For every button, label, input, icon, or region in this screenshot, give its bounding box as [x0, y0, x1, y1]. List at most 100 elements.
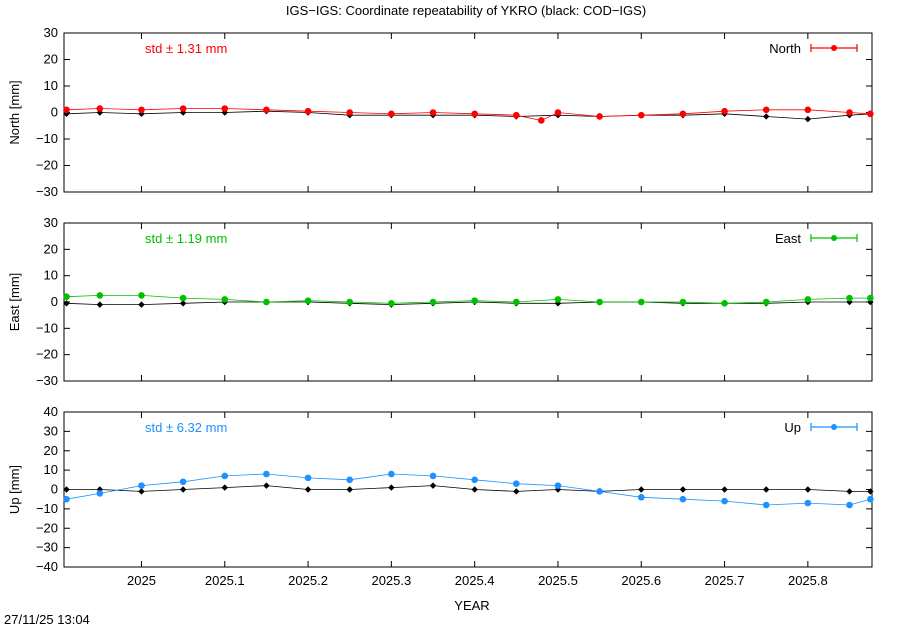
xtick-label: 2025.7 — [705, 573, 745, 588]
north-point — [63, 106, 70, 114]
north-legend-marker — [831, 45, 837, 51]
north-point — [867, 110, 874, 118]
east-point — [429, 298, 437, 306]
east-point — [554, 296, 562, 303]
up-ytick-label: −30 — [36, 540, 58, 555]
north-legend-label: North — [769, 41, 801, 56]
xtick-label: 2025.2 — [288, 573, 328, 588]
up-ytick-label: 0 — [51, 482, 58, 497]
north-point — [554, 109, 562, 116]
north-point — [762, 106, 770, 114]
east-ytick-label: −30 — [36, 373, 58, 388]
east-point — [221, 296, 229, 303]
north-point — [221, 105, 229, 112]
east-point — [804, 296, 812, 303]
up-ytick-label: 10 — [44, 462, 58, 477]
north-ytick-label: 0 — [51, 105, 58, 120]
north-ylabel: North [mm] — [7, 80, 22, 144]
north-point — [513, 111, 520, 119]
north-point-reference — [179, 109, 187, 116]
up-ytick-label: −40 — [36, 559, 58, 574]
up-ytick-label: 40 — [44, 404, 58, 419]
north-ytick-label: 30 — [44, 25, 58, 40]
up-point-reference — [346, 486, 353, 493]
east-point — [179, 294, 187, 302]
east-point — [596, 298, 603, 306]
up-ytick-label: 20 — [44, 443, 58, 458]
up-point-reference — [679, 486, 687, 493]
xtick-label: 2025.8 — [788, 573, 828, 588]
north-ytick-label: −10 — [36, 131, 58, 146]
up-point-reference — [867, 488, 874, 495]
north-ytick-label: −30 — [36, 184, 58, 199]
east-ytick-label: 0 — [51, 294, 58, 309]
north-point — [346, 109, 354, 116]
up-point-reference — [63, 486, 70, 493]
up-ytick-label: −10 — [36, 501, 58, 516]
north-ytick-label: 10 — [44, 78, 58, 93]
up-point — [221, 472, 229, 480]
up-point — [721, 497, 728, 505]
north-std-label: std ± 1.31 mm — [145, 41, 227, 56]
xtick-label: 2025 — [127, 573, 156, 588]
up-point — [346, 476, 354, 484]
north-point — [96, 105, 104, 112]
north-point — [304, 107, 312, 115]
up-point-reference — [138, 488, 145, 495]
east-point — [346, 298, 354, 306]
east-point-reference — [63, 300, 70, 307]
east-point — [263, 298, 270, 306]
east-legend-label: East — [775, 231, 801, 246]
east-ytick-label: 20 — [44, 241, 58, 256]
north-point — [637, 111, 645, 119]
up-point — [846, 501, 853, 509]
east-point — [96, 292, 104, 299]
up-point — [804, 499, 812, 507]
north-point — [388, 110, 395, 118]
up-point-reference — [263, 482, 270, 489]
east-point-reference — [138, 301, 145, 308]
up-point — [471, 476, 478, 484]
east-ytick-label: −20 — [36, 347, 58, 362]
north-point — [429, 109, 437, 116]
east-point — [846, 294, 853, 302]
up-point-reference — [638, 486, 645, 493]
east-ytick-label: 30 — [44, 215, 58, 230]
north-series-line — [66, 108, 871, 121]
up-point-reference — [179, 486, 187, 493]
xtick-label: 2025.3 — [371, 573, 411, 588]
north-point — [538, 117, 545, 124]
up-point-reference — [304, 486, 312, 493]
up-legend-marker — [831, 424, 837, 430]
east-point — [513, 298, 520, 306]
up-point-reference — [763, 486, 770, 493]
east-point — [867, 294, 874, 302]
up-point — [554, 482, 562, 489]
up-point-reference — [846, 488, 853, 495]
east-point-reference — [96, 301, 104, 308]
north-ytick-label: 20 — [44, 52, 58, 67]
east-point — [721, 300, 728, 307]
up-point-reference — [221, 484, 228, 491]
xtick-label: 2025.6 — [621, 573, 661, 588]
north-point — [138, 106, 145, 114]
up-point — [138, 482, 145, 489]
east-ytick-label: 10 — [44, 268, 58, 283]
north-point-reference — [804, 115, 812, 123]
north-point — [471, 110, 478, 118]
up-point — [96, 490, 104, 497]
footer-timestamp: 27/11/25 13:04 — [4, 612, 90, 627]
east-ylabel: East [mm] — [7, 273, 22, 332]
up-ylabel: Up [mm] — [7, 465, 22, 514]
east-point — [388, 300, 395, 307]
up-point — [637, 493, 645, 501]
up-point — [179, 478, 187, 486]
north-point — [263, 106, 270, 114]
up-point — [513, 480, 520, 487]
up-point — [762, 501, 770, 509]
up-ytick-label: −20 — [36, 520, 58, 535]
east-point — [637, 298, 645, 306]
up-point-reference — [804, 486, 812, 493]
up-point — [63, 495, 70, 503]
